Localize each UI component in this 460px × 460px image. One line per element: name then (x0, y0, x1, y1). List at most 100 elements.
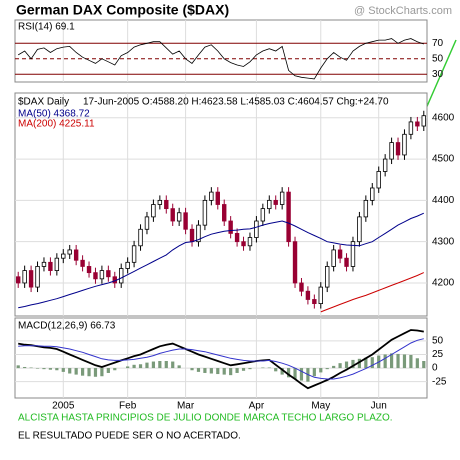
candle-body (273, 199, 278, 205)
macd-histogram (48, 368, 53, 370)
macd-histogram (138, 364, 143, 369)
candle-body (357, 216, 362, 243)
candle-body (350, 241, 356, 267)
macd-histogram (344, 361, 349, 369)
candle-body (176, 212, 182, 222)
candle-body (106, 270, 111, 278)
candle-body (254, 220, 259, 238)
macd-histogram (396, 353, 400, 369)
candle-body (363, 199, 369, 218)
macd-histogram (274, 368, 278, 372)
candle-body (312, 299, 317, 305)
macd-histogram (80, 368, 85, 376)
macd-histogram (74, 368, 78, 375)
macd-histogram (286, 368, 291, 378)
panel-label: $DAX Daily (18, 97, 69, 108)
macd-histogram (29, 367, 33, 369)
macd-histogram (280, 368, 284, 375)
x-tick-label: May (311, 401, 330, 412)
macd-histogram (35, 368, 40, 369)
panel (14, 92, 428, 317)
macd-histogram (351, 359, 355, 369)
annotation: EL RESULTADO PUEDE SER O NO ACERTADO. (18, 431, 241, 442)
macd-histogram (409, 355, 413, 369)
candle-body (331, 249, 336, 267)
candle-body (28, 270, 34, 288)
candle-body (67, 249, 72, 255)
macd-histogram (93, 368, 98, 377)
y-tick-label: 4300 (432, 236, 455, 247)
candle-body (389, 142, 394, 160)
panel-label: RSI(14) 69.1 (18, 22, 75, 33)
candle-body (144, 216, 150, 230)
moving-average (18, 212, 425, 309)
macd-histogram (325, 368, 329, 370)
candle-body (48, 261, 53, 271)
legend-entry: MA(50) 4368.72 (18, 109, 90, 120)
candle-body (241, 241, 246, 247)
macd-histogram (151, 361, 156, 369)
macd-histogram (402, 354, 407, 369)
rsi-line (17, 38, 424, 80)
macd-histogram (145, 362, 149, 369)
candle-body (318, 286, 323, 305)
macd-histogram (42, 368, 46, 370)
y-tick-label: 4400 (432, 195, 455, 206)
x-tick-label: Apr (249, 401, 265, 412)
y-tick-label: 50 (432, 53, 444, 64)
candle-body (382, 158, 388, 172)
candle-body (202, 199, 208, 226)
candle-body (164, 199, 169, 210)
x-tick-label: Feb (119, 401, 137, 412)
candle-body (73, 249, 79, 261)
macd-histogram (241, 368, 246, 371)
candle-body (234, 233, 240, 243)
candle-body (157, 199, 163, 205)
candle-body (93, 272, 98, 280)
candle-body (189, 228, 195, 243)
macd-histogram (196, 368, 201, 372)
candle-body (35, 266, 40, 288)
candle-body (299, 282, 304, 292)
candle-body (376, 171, 381, 189)
macd-histogram (177, 365, 181, 369)
moving-average (320, 272, 425, 313)
macd-histogram (383, 354, 387, 369)
macd-histogram (158, 360, 162, 369)
candle-body (131, 245, 137, 263)
candle-body (138, 228, 143, 247)
macd-histogram (261, 367, 265, 369)
macd-histogram (113, 368, 117, 371)
candle-body (183, 212, 188, 230)
candle-body (170, 208, 175, 222)
macd-histogram (68, 368, 72, 374)
macd-histogram (235, 368, 239, 373)
candle-body (196, 224, 201, 243)
macd-histogram (171, 361, 175, 369)
quote: 17-Jun-2005 O:4588.20 H:4623.58 L:4585.0… (83, 97, 389, 108)
y-tick-label: -25 (432, 376, 447, 387)
candle-body (61, 253, 66, 259)
candle-body (402, 133, 407, 156)
panel (14, 317, 428, 399)
macd-histogram (312, 368, 316, 377)
candle-body (222, 204, 227, 222)
macd-histogram (132, 364, 136, 369)
macd-histogram (293, 368, 297, 379)
y-tick-label: 30 (432, 69, 444, 80)
candle-body (267, 199, 272, 210)
candle-body (370, 187, 375, 201)
candle-body (415, 121, 420, 127)
legend-entry: MA(200) 4225.11 (18, 119, 95, 130)
candle-body (22, 270, 27, 284)
candle-body (325, 266, 330, 288)
macd-histogram (216, 368, 220, 375)
macd-histogram (106, 368, 110, 373)
panel-label: MACD(12,26,9) 66.73 (18, 321, 116, 332)
macd-histogram (55, 368, 59, 371)
candle-body (305, 290, 311, 300)
candle-body (54, 257, 60, 271)
x-tick-label: 2005 (52, 401, 75, 412)
source: @ StockCharts.com (354, 5, 452, 17)
candle-body (408, 121, 414, 135)
